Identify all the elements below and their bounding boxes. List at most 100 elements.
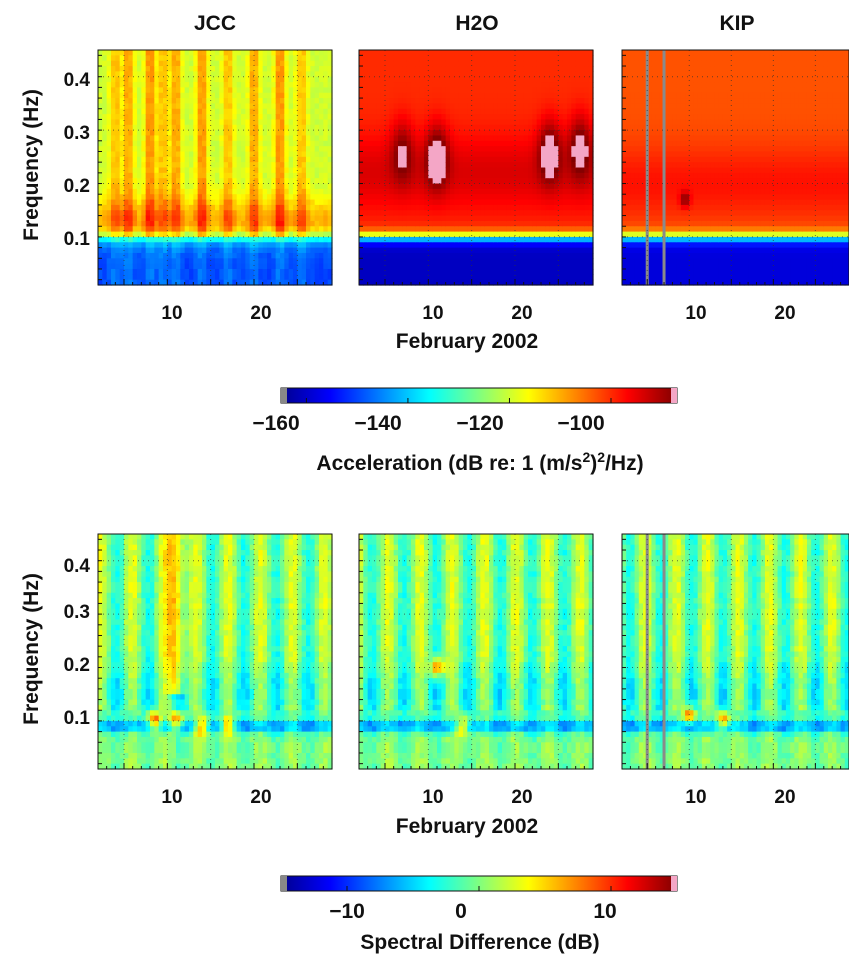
heatmap-cell	[293, 140, 298, 147]
heatmap-cell	[219, 247, 225, 254]
heatmap-cell	[254, 258, 259, 265]
heatmap-cell	[215, 183, 220, 190]
heatmap-cell	[323, 82, 329, 88]
heatmap-cell	[424, 215, 429, 222]
heatmap-cell	[128, 194, 134, 201]
heatmap-cell	[167, 82, 173, 88]
heatmap-cell	[523, 146, 529, 153]
heatmap-cell	[515, 124, 520, 131]
heatmap-cell	[223, 76, 229, 83]
heatmap-cell	[141, 247, 147, 254]
heatmap-cell	[493, 204, 499, 211]
heatmap-cell	[402, 252, 408, 259]
heatmap-cell	[202, 50, 207, 56]
heatmap-cell	[471, 162, 477, 169]
heatmap-cell	[323, 92, 329, 99]
heatmap-cell	[288, 76, 294, 83]
heatmap-cell	[232, 103, 238, 110]
heatmap-cell	[228, 199, 233, 206]
heatmap-cell	[245, 92, 251, 99]
heatmap-cell	[515, 71, 520, 78]
heatmap-cell	[102, 188, 108, 195]
heatmap-cell	[454, 183, 460, 190]
heatmap-cell	[158, 231, 164, 238]
heatmap-cell	[411, 252, 416, 259]
heatmap-cell	[622, 87, 627, 94]
heatmap-cell	[297, 60, 303, 67]
heatmap-cell	[528, 146, 533, 153]
heatmap-cell	[558, 226, 564, 233]
heatmap-cell	[372, 210, 377, 217]
heatmap-cell	[306, 236, 311, 243]
heatmap-cell	[367, 103, 373, 110]
heatmap-cell	[545, 114, 551, 121]
heatmap-cell	[202, 279, 207, 286]
heatmap-cell	[327, 258, 333, 265]
heatmap-cell	[541, 156, 546, 163]
heatmap-cell	[258, 242, 264, 249]
heatmap-cell	[458, 194, 464, 201]
heatmap-cell	[562, 130, 568, 137]
heatmap-cell	[145, 124, 151, 131]
heatmap-cell	[562, 210, 568, 217]
heatmap-cell	[376, 151, 382, 158]
heatmap-cell	[232, 114, 238, 121]
heatmap-cell	[385, 242, 390, 249]
heatmap-cell	[372, 183, 377, 190]
heatmap-cell	[454, 87, 460, 94]
heatmap-cell	[437, 199, 442, 206]
heatmap-cell	[437, 172, 442, 179]
heatmap-cell	[458, 220, 464, 227]
heatmap-cell	[428, 279, 434, 286]
heatmap-cell	[232, 82, 238, 88]
heatmap-cell	[510, 263, 516, 270]
heatmap-cell	[301, 242, 307, 249]
heatmap-cell	[206, 247, 212, 254]
heatmap-cell	[554, 178, 559, 185]
heatmap-cell	[167, 76, 173, 83]
heatmap-cell	[497, 279, 503, 286]
heatmap-cell	[497, 130, 503, 137]
heatmap-cell	[275, 151, 281, 158]
heatmap-cell	[502, 279, 507, 286]
heatmap-cell	[301, 215, 307, 222]
heatmap-cell	[254, 151, 259, 158]
heatmap-cell	[232, 194, 238, 201]
heatmap-cell	[241, 162, 246, 169]
heatmap-cell	[254, 226, 259, 233]
heatmap-cell	[158, 242, 164, 249]
heatmap-cell	[254, 247, 259, 254]
heatmap-cell	[424, 236, 429, 243]
heatmap-cell	[584, 82, 590, 88]
heatmap-cell	[124, 87, 129, 94]
heatmap-cell	[584, 183, 590, 190]
heatmap-cell	[528, 135, 533, 142]
heatmap-cell	[502, 204, 507, 211]
heatmap-cell	[288, 119, 294, 126]
heatmap-cell	[98, 231, 103, 238]
heatmap-cell	[271, 66, 277, 72]
heatmap-cell	[288, 140, 294, 147]
heatmap-cell	[463, 220, 468, 227]
heatmap-cell	[193, 66, 199, 72]
heatmap-cell	[167, 71, 173, 78]
heatmap-cell	[502, 108, 507, 115]
heatmap-cell	[98, 71, 103, 78]
heatmap-cell	[584, 156, 590, 163]
heatmap-cell	[310, 252, 316, 259]
heatmap-cell	[111, 242, 116, 249]
heatmap-cell	[506, 82, 512, 88]
heatmap-cell	[275, 108, 281, 115]
heatmap-cell	[141, 66, 147, 72]
heatmap-cell	[197, 82, 203, 88]
heatmap-cell	[558, 71, 564, 78]
heatmap-cell	[111, 50, 116, 56]
heatmap-cell	[202, 199, 207, 206]
heatmap-cell	[210, 279, 216, 286]
heatmap-cell	[367, 146, 373, 153]
heatmap-cell	[111, 82, 116, 88]
heatmap-cell	[484, 274, 490, 281]
heatmap-cell	[515, 108, 520, 115]
heatmap-cell	[293, 178, 298, 185]
heatmap-cell	[163, 178, 168, 185]
